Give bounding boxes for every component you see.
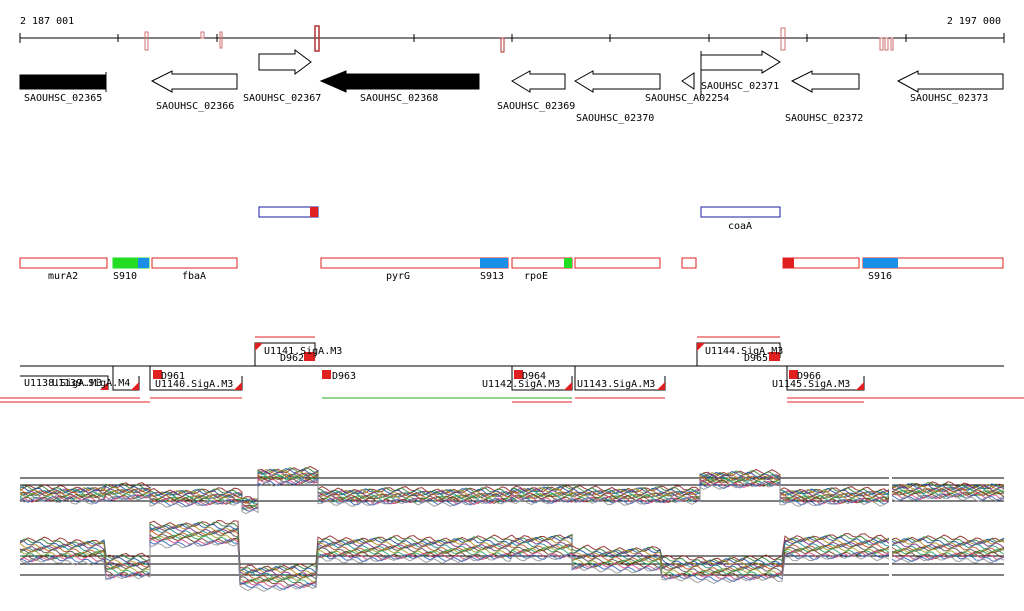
expression-trace xyxy=(19,477,1005,512)
operon-label: S916 xyxy=(868,271,892,282)
operon-label: fbaA xyxy=(182,271,206,282)
gene-label: SAOUHSC_02366 xyxy=(156,101,234,112)
expression-trace xyxy=(19,523,1005,574)
gene-label: SAOUHSC_02368 xyxy=(360,93,438,104)
operon-label: S910 xyxy=(113,271,137,282)
feature-box[interactable] xyxy=(258,206,319,218)
operon-box[interactable] xyxy=(151,257,238,269)
gene-label: SAOUHSC_A02254 xyxy=(645,93,729,104)
gene-label: SAOUHSC_02367 xyxy=(243,93,321,104)
gene-label: SAOUHSC_02369 xyxy=(497,101,575,112)
promoter-label: U1138.SigA.M3 xyxy=(24,378,102,389)
promoter-label: U1140.SigA.M3 xyxy=(155,379,233,390)
operon-box[interactable] xyxy=(19,257,108,269)
operon-label: S913 xyxy=(480,271,504,282)
expression-trace xyxy=(19,467,1005,504)
operon-box[interactable] xyxy=(782,257,860,269)
promoter-label: D962 xyxy=(280,353,304,364)
gene-track: SAOUHSC_02365 SAOUHSC_02366 SAOUHSC_0236… xyxy=(19,49,1004,124)
promoter-label: U1141.SigA.M3 xyxy=(264,346,342,357)
operon-track: murA2 S910 fbaA pyrG S913 rpoE S916 xyxy=(19,257,1004,282)
promoter-label: U1143.SigA.M3 xyxy=(577,379,655,390)
gene-arrow[interactable] xyxy=(511,70,566,93)
operon-label: pyrG xyxy=(386,271,410,282)
ruler-marks xyxy=(144,25,894,53)
promoter-label: D966 xyxy=(797,371,821,382)
promoter-label: D961 xyxy=(161,371,185,382)
expression-trace xyxy=(19,477,1005,510)
promoter-label: U1142.SigA.M3 xyxy=(482,379,560,390)
operon-box[interactable] xyxy=(574,257,661,269)
gene-label: SAOUHSC_02373 xyxy=(910,93,988,104)
gene-label: SAOUHSC_02370 xyxy=(576,113,654,124)
gene-label: SAOUHSC_02372 xyxy=(785,113,863,124)
expression-panel-upper xyxy=(19,465,1005,515)
ruler-end-label: 2 197 000 xyxy=(947,16,1001,27)
coordinate-ruler: 2 187 001 2 197 000 xyxy=(19,16,1005,53)
expression-trace xyxy=(19,526,1005,577)
operon-box[interactable] xyxy=(320,257,509,269)
gene-label: SAOUHSC_02365 xyxy=(24,93,102,104)
promoter-track: U1141.SigA.M3 D962 U1144.SigA.M3 D965 U1… xyxy=(0,336,1024,403)
promoter-label: D965 xyxy=(744,353,768,364)
gene-label: SAOUHSC_02371 xyxy=(701,81,779,92)
operon-label: rpoE xyxy=(524,271,548,282)
promoter-label: D964 xyxy=(522,371,546,382)
promoter-label: U1139.SigA.M4 xyxy=(52,378,130,389)
gene-arrow[interactable] xyxy=(319,70,480,93)
feature-box[interactable] xyxy=(700,206,781,218)
feature-track: coaA xyxy=(258,206,781,232)
gene-arrow[interactable] xyxy=(258,49,312,75)
gene-arrow[interactable] xyxy=(574,70,661,93)
gene-arrow[interactable] xyxy=(790,70,860,93)
expression-trace xyxy=(19,537,1005,589)
expression-trace xyxy=(19,479,1005,515)
expression-trace xyxy=(19,476,1005,510)
gene-arrow[interactable] xyxy=(150,70,238,93)
expression-trace xyxy=(19,540,1005,592)
expression-trace xyxy=(19,524,1005,576)
promoter-label: U1144.SigA.M3 xyxy=(705,346,783,357)
operon-box[interactable] xyxy=(681,257,697,269)
panel-gap xyxy=(889,470,892,582)
expression-panel-lower xyxy=(19,519,1005,592)
promoter-label: U1145.SigA.M3 xyxy=(772,379,850,390)
feature-label: coaA xyxy=(728,221,752,232)
gene-arrow[interactable] xyxy=(681,72,695,90)
gene-arrow[interactable] xyxy=(896,70,1004,93)
operon-label: murA2 xyxy=(48,271,78,282)
gene-arrow[interactable] xyxy=(19,74,107,90)
promoter-label: D963 xyxy=(332,371,356,382)
gene-arrow[interactable] xyxy=(700,50,781,74)
ruler-start-label: 2 187 001 xyxy=(20,16,74,27)
operon-box[interactable] xyxy=(511,257,573,269)
